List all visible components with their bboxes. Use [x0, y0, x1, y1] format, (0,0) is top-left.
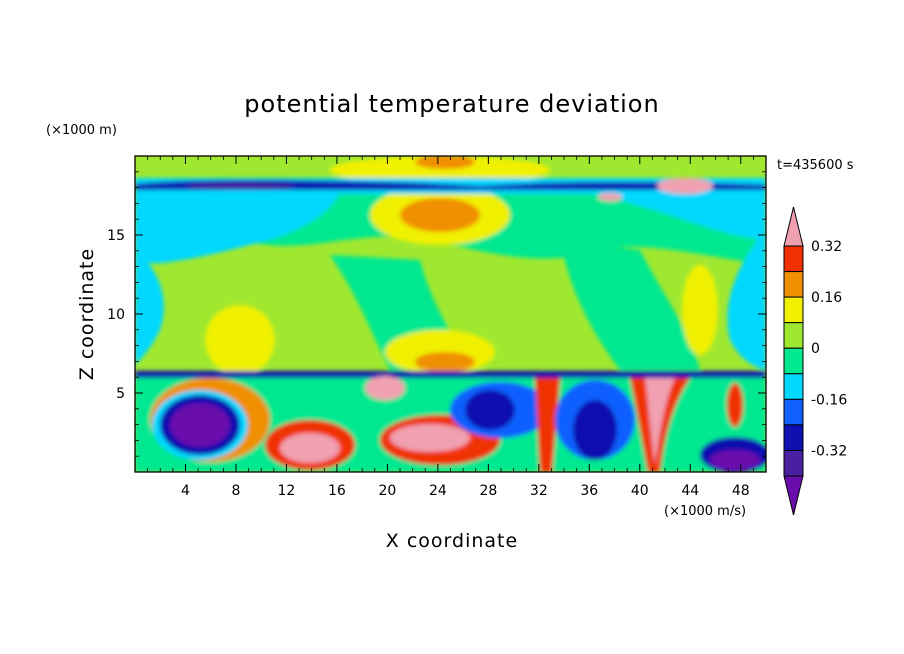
- x-tick-label: 44: [681, 483, 699, 499]
- x-tick-label: 12: [278, 483, 296, 499]
- x-tick-label: 24: [429, 483, 447, 499]
- field-region-red-right-edge: [727, 383, 743, 427]
- x-tick-label: 48: [732, 483, 750, 499]
- x-tick-label: 8: [231, 483, 240, 499]
- field-region-orange-top-band: [415, 156, 475, 169]
- colorbar-box: [783, 347, 804, 375]
- x-axis-ticks: 4 8 12 16 20 24 28 32 36 40 44 48: [147, 156, 754, 499]
- colorbar: -0.32 -0.16 0 0.16 0.32: [783, 206, 847, 516]
- x-tick-label: 20: [378, 483, 396, 499]
- colorbar-label: -0.32: [811, 443, 847, 459]
- y-tick-label: 5: [116, 386, 125, 402]
- colorbar-box: [783, 424, 804, 451]
- time-label: t=435600 s: [777, 158, 854, 173]
- field-region-pink-center: [390, 424, 470, 452]
- colorbar-box: [783, 398, 804, 426]
- x-tick-label: 28: [479, 483, 497, 499]
- y-axis-ticks: 5 10 15: [107, 171, 766, 457]
- field-region-tropopause-purple: [185, 183, 295, 189]
- field-region-pink-center-top: [365, 376, 405, 400]
- field-region-yellow-top-band: [330, 156, 550, 184]
- colorbar-box: [783, 271, 804, 298]
- x-axis-label: X coordinate: [386, 530, 518, 552]
- y-tick-label: 15: [107, 228, 125, 244]
- colorbar-label: 0: [811, 341, 820, 357]
- heatmap-field: [135, 156, 766, 472]
- y-axis-label: Z coordinate: [76, 248, 98, 380]
- colorbar-box: [783, 296, 804, 324]
- x-tick-label: 4: [181, 483, 190, 499]
- y-tick-label: 10: [107, 307, 125, 323]
- field-region-orange-top: [400, 198, 480, 232]
- field-region-pink-top-right: [657, 178, 713, 194]
- x-tick-label: 32: [530, 483, 548, 499]
- colorbar-box: [783, 373, 804, 400]
- colorbar-min-triangle: [783, 475, 804, 516]
- field-region-pink-plume-2: [645, 378, 675, 465]
- field-region-inversion-line: [135, 371, 766, 378]
- field-region-dark-center: [465, 390, 515, 430]
- field-region-cyan-left-column: [135, 250, 164, 365]
- colorbar-box: [783, 322, 804, 349]
- field-region-green-right-mid: [560, 240, 700, 370]
- colorbar-label: 0.16: [811, 290, 842, 306]
- y-unit-label: (×1000 m): [46, 123, 117, 138]
- field-region-cyan-upper-right: [600, 192, 766, 240]
- colorbar-max-triangle: [783, 206, 804, 247]
- x-tick-label: 16: [328, 483, 346, 499]
- field-region-red-plume-1: [535, 378, 560, 472]
- colorbar-box: [783, 245, 804, 273]
- colorbar-label: -0.16: [811, 392, 847, 408]
- colorbar-box: [783, 449, 804, 477]
- field-region-purple-bottom-right: [710, 450, 760, 470]
- field-region-orange-center: [415, 352, 475, 372]
- chart-title: potential temperature deviation: [244, 90, 659, 118]
- x-unit-label: (×1000 m/s): [664, 504, 746, 519]
- x-tick-label: 40: [631, 483, 649, 499]
- field-region-yellow-left: [205, 305, 275, 375]
- field-region-cyan-right-column: [727, 230, 766, 370]
- field-region-cyan-upper-left: [135, 192, 340, 264]
- x-tick-label: 36: [580, 483, 598, 499]
- field-region-pink-bottom-left: [280, 433, 340, 463]
- colorbar-label: 0.32: [811, 239, 842, 255]
- field-region-yellow-right: [682, 265, 718, 355]
- field-region-purple-left: [170, 403, 230, 447]
- field-region-dark-right: [573, 400, 617, 460]
- field-region-pink-small: [598, 193, 622, 201]
- field-region-tropopause-dark: [135, 180, 766, 190]
